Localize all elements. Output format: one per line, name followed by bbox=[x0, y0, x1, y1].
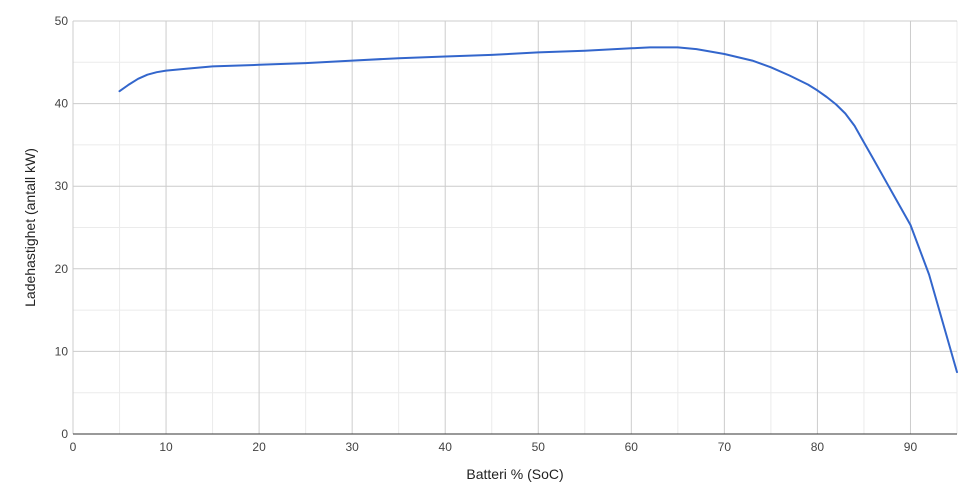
x-tick-label: 70 bbox=[718, 440, 732, 454]
y-tick-label: 40 bbox=[55, 97, 69, 111]
minor-gridlines bbox=[73, 21, 957, 434]
x-axis-tick-labels: 0 10 20 30 40 50 60 70 80 90 bbox=[70, 440, 918, 454]
y-tick-label: 50 bbox=[55, 14, 69, 28]
x-tick-label: 20 bbox=[252, 440, 266, 454]
x-tick-label: 60 bbox=[625, 440, 639, 454]
y-axis-title: Ladehastighet (antall kW) bbox=[22, 148, 38, 307]
y-tick-label: 20 bbox=[55, 262, 69, 276]
y-tick-label: 0 bbox=[61, 427, 68, 441]
x-tick-label: 30 bbox=[345, 440, 359, 454]
x-tick-label: 90 bbox=[904, 440, 918, 454]
x-tick-label: 0 bbox=[70, 440, 77, 454]
y-tick-label: 10 bbox=[55, 344, 69, 358]
x-tick-label: 40 bbox=[439, 440, 453, 454]
x-tick-label: 10 bbox=[159, 440, 173, 454]
x-tick-label: 50 bbox=[532, 440, 546, 454]
y-tick-label: 30 bbox=[55, 179, 69, 193]
y-axis-tick-labels: 0 10 20 30 40 50 bbox=[55, 14, 69, 441]
x-tick-label: 80 bbox=[811, 440, 825, 454]
x-axis-title: Batteri % (SoC) bbox=[466, 466, 563, 482]
